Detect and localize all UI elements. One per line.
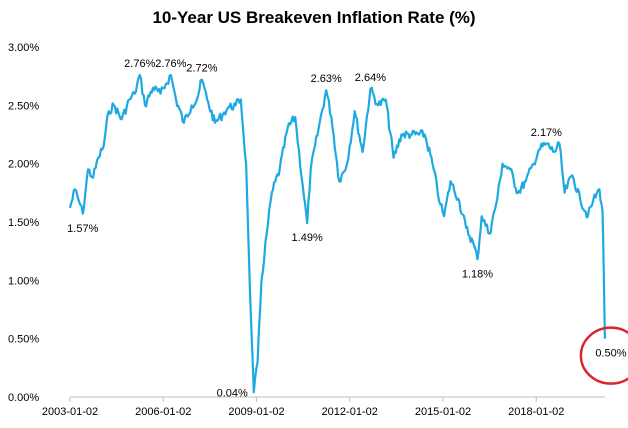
data-annotation: 0.04% [217,387,248,399]
y-tick-label: 1.00% [8,275,39,287]
highlight-circle [579,326,628,385]
y-tick-label: 0.00% [8,392,39,404]
chart-title: 10-Year US Breakeven Inflation Rate (%) [152,8,476,27]
data-annotation: 2.72% [186,63,217,75]
data-annotation: 2.63% [311,73,342,85]
annotations-layer: 1.57%2.76% 2.76% 2.72%0.04%1.49%2.63% 2.64%… [67,58,628,399]
x-tick-label: 2015-01-02 [415,406,471,418]
x-tick-label: 2009-01-02 [228,406,284,418]
y-tick-label: 2.50% [8,100,39,112]
data-annotation: 2.64% [355,72,386,84]
data-annotation: 0.50% [595,348,626,360]
series-layer [68,73,606,394]
data-annotation: 2.17% [531,127,562,139]
y-tick-label: 1.50% [8,217,39,229]
data-annotation: 1.57% [67,223,98,235]
data-annotation: 1.18% [462,268,493,280]
data-annotation: 2.76% [124,58,155,70]
x-tick-label: 2003-01-02 [42,406,98,418]
y-tick-label: 0.50% [8,334,39,346]
y-tick-label: 3.00% [8,42,39,54]
y-axis-ticks: 0.00% 0.50% 1.00% 1.50% 2.00% 2.50% 3.00% [8,42,39,404]
x-tick-label: 2018-01-02 [508,406,564,418]
data-annotation: 1.49% [292,232,323,244]
x-axis-ticks: 2003-01-02 2006-01-02 2009-01-02 2012-01-02… [42,397,564,418]
x-tick-label: 2006-01-02 [135,406,191,418]
data-annotation: 2.76% [155,58,186,70]
y-tick-label: 2.00% [8,159,39,171]
x-tick-label: 2012-01-02 [322,406,378,418]
series-line [68,73,606,394]
